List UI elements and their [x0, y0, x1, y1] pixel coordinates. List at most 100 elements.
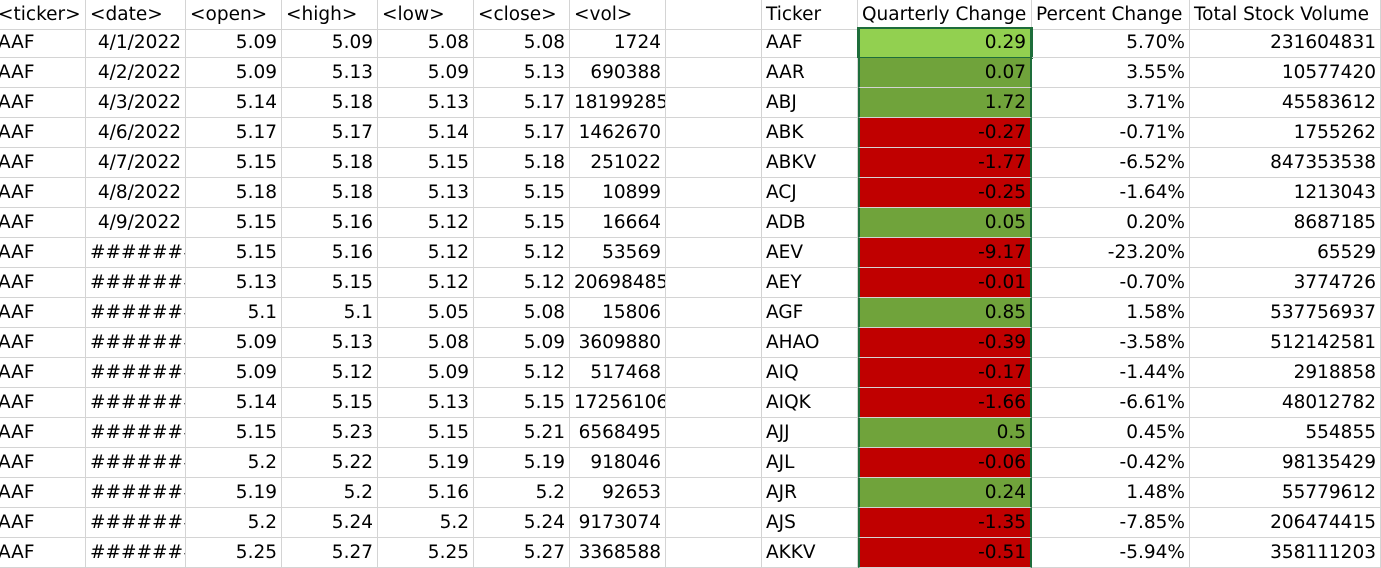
cell-close[interactable]: 5.24: [474, 508, 570, 538]
cell-low[interactable]: 5.12: [378, 238, 474, 268]
cell-quarterly-change[interactable]: -0.01: [858, 268, 1032, 298]
cell-open[interactable]: 5.14: [186, 88, 282, 118]
cell-percent-change[interactable]: 0.20%: [1032, 208, 1190, 238]
cell-percent-change[interactable]: 1.48%: [1032, 478, 1190, 508]
cell-ticker[interactable]: AHAO: [762, 328, 858, 358]
cell-vol[interactable]: 690388: [570, 58, 666, 88]
cell-open[interactable]: 5.09: [186, 58, 282, 88]
cell-ticker[interactable]: AAF: [0, 538, 86, 568]
cell-high[interactable]: 5.22: [282, 448, 378, 478]
cell-quarterly-change[interactable]: -1.66: [858, 388, 1032, 418]
cell-close[interactable]: 5.21: [474, 418, 570, 448]
cell-total-stock-volume[interactable]: 206474415: [1190, 508, 1381, 538]
cell-vol[interactable]: 10899: [570, 178, 666, 208]
cell-total-stock-volume[interactable]: 537756937: [1190, 298, 1381, 328]
cell-ticker[interactable]: AAF: [0, 328, 86, 358]
cell-date[interactable]: 4/7/2022: [86, 148, 186, 178]
cell-percent-change[interactable]: 0.45%: [1032, 418, 1190, 448]
cell-date[interactable]: ########: [86, 538, 186, 568]
cell-quarterly-change[interactable]: 0.85: [858, 298, 1032, 328]
cell-quarterly-change[interactable]: 1.72: [858, 88, 1032, 118]
cell-vol[interactable]: 16664: [570, 208, 666, 238]
cell-ticker[interactable]: ABK: [762, 118, 858, 148]
cell-total-stock-volume[interactable]: 847353538: [1190, 148, 1381, 178]
empty-cell[interactable]: [666, 448, 762, 478]
cell-quarterly-change[interactable]: -0.06: [858, 448, 1032, 478]
cell-open[interactable]: 5.15: [186, 208, 282, 238]
cell-ticker[interactable]: AAF: [0, 28, 86, 58]
cell-vol[interactable]: 9173074: [570, 508, 666, 538]
cell-quarterly-change[interactable]: -9.17: [858, 238, 1032, 268]
cell-total-stock-volume[interactable]: 358111203: [1190, 538, 1381, 568]
cell-close[interactable]: 5.15: [474, 388, 570, 418]
empty-cell[interactable]: [666, 508, 762, 538]
cell-low[interactable]: 5.12: [378, 208, 474, 238]
cell-high[interactable]: 5.16: [282, 238, 378, 268]
cell-low[interactable]: 5.15: [378, 148, 474, 178]
cell-date[interactable]: 4/3/2022: [86, 88, 186, 118]
cell-open[interactable]: 5.14: [186, 388, 282, 418]
cell-quarterly-change[interactable]: -1.35: [858, 508, 1032, 538]
cell-high[interactable]: 5.2: [282, 478, 378, 508]
cell-ticker[interactable]: AAF: [0, 388, 86, 418]
cell-date[interactable]: ########: [86, 418, 186, 448]
cell-open[interactable]: 5.09: [186, 328, 282, 358]
cell-ticker[interactable]: AAF: [0, 418, 86, 448]
cell-vol[interactable]: 20698485: [570, 268, 666, 298]
cell-ticker[interactable]: AAF: [0, 448, 86, 478]
cell-ticker[interactable]: ABKV: [762, 148, 858, 178]
cell-total-stock-volume[interactable]: 1755262: [1190, 118, 1381, 148]
cell-low[interactable]: 5.13: [378, 178, 474, 208]
cell-low[interactable]: 5.09: [378, 358, 474, 388]
cell-low[interactable]: 5.13: [378, 388, 474, 418]
cell-open[interactable]: 5.2: [186, 508, 282, 538]
cell-open[interactable]: 5.1: [186, 298, 282, 328]
cell-high[interactable]: 5.18: [282, 88, 378, 118]
cell-open[interactable]: 5.18: [186, 178, 282, 208]
cell-vol[interactable]: 1462670: [570, 118, 666, 148]
cell-low[interactable]: 5.09: [378, 58, 474, 88]
cell-percent-change[interactable]: -5.94%: [1032, 538, 1190, 568]
cell-vol[interactable]: 918046: [570, 448, 666, 478]
cell-ticker[interactable]: AIQ: [762, 358, 858, 388]
cell-quarterly-change[interactable]: -1.77: [858, 148, 1032, 178]
cell-ticker[interactable]: AAF: [762, 28, 858, 58]
cell-quarterly-change[interactable]: -0.51: [858, 538, 1032, 568]
cell-date[interactable]: ########: [86, 478, 186, 508]
cell-ticker[interactable]: AAF: [0, 478, 86, 508]
cell-high[interactable]: 5.12: [282, 358, 378, 388]
cell-close[interactable]: 5.27: [474, 538, 570, 568]
cell-open[interactable]: 5.2: [186, 448, 282, 478]
cell-high[interactable]: 5.16: [282, 208, 378, 238]
cell-percent-change[interactable]: -23.20%: [1032, 238, 1190, 268]
cell-total-stock-volume[interactable]: 1213043: [1190, 178, 1381, 208]
cell-high[interactable]: 5.09: [282, 28, 378, 58]
cell-close[interactable]: 5.17: [474, 118, 570, 148]
cell-percent-change[interactable]: -1.44%: [1032, 358, 1190, 388]
cell-ticker[interactable]: AAR: [762, 58, 858, 88]
cell-percent-change[interactable]: -0.70%: [1032, 268, 1190, 298]
cell-total-stock-volume[interactable]: 231604831: [1190, 28, 1381, 58]
cell-ticker[interactable]: AEV: [762, 238, 858, 268]
empty-cell[interactable]: [666, 148, 762, 178]
cell-vol[interactable]: 92653: [570, 478, 666, 508]
cell-close[interactable]: 5.15: [474, 208, 570, 238]
cell-ticker[interactable]: ADB: [762, 208, 858, 238]
empty-cell[interactable]: [666, 388, 762, 418]
cell-date[interactable]: ########: [86, 238, 186, 268]
cell-ticker[interactable]: AEY: [762, 268, 858, 298]
cell-low[interactable]: 5.08: [378, 28, 474, 58]
cell-high[interactable]: 5.23: [282, 418, 378, 448]
cell-date[interactable]: ########: [86, 508, 186, 538]
cell-high[interactable]: 5.18: [282, 148, 378, 178]
cell-ticker[interactable]: AKKV: [762, 538, 858, 568]
cell-ticker[interactable]: AAF: [0, 268, 86, 298]
cell-low[interactable]: 5.05: [378, 298, 474, 328]
cell-ticker[interactable]: AAF: [0, 88, 86, 118]
cell-ticker[interactable]: AAF: [0, 508, 86, 538]
empty-cell[interactable]: [666, 238, 762, 268]
cell-open[interactable]: 5.09: [186, 358, 282, 388]
cell-high[interactable]: 5.15: [282, 268, 378, 298]
cell-high[interactable]: 5.13: [282, 328, 378, 358]
empty-cell[interactable]: [666, 538, 762, 568]
